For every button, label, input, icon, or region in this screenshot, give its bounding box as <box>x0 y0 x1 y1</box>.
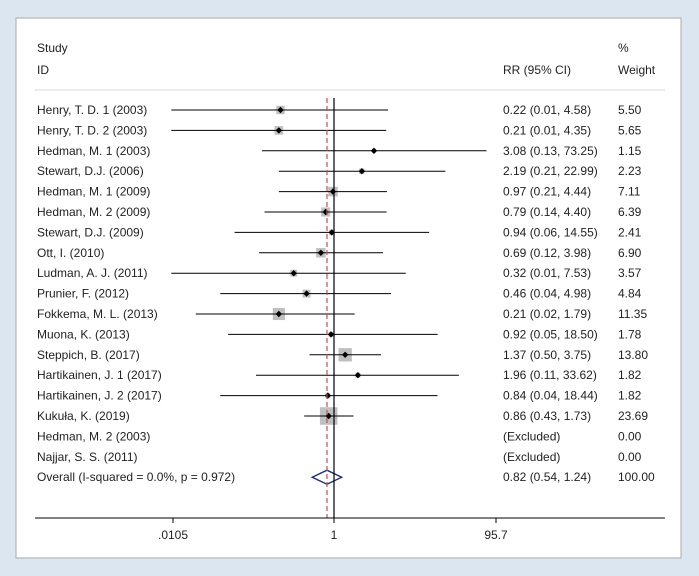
point-estimate-marker <box>327 331 335 338</box>
study-label: Kukuła, K. (2019) <box>37 409 130 423</box>
study-weight-text: 2.23 <box>618 164 642 178</box>
study-label: Ludman, A. J. (2011) <box>37 266 148 280</box>
study-weight-text: 5.65 <box>618 123 642 137</box>
point-estimate-marker <box>277 106 284 114</box>
point-estimate-marker <box>303 290 310 297</box>
header-study: Study <box>37 41 68 55</box>
study-ci-text: 0.79 (0.14, 4.40) <box>503 205 591 219</box>
study-weight-text: 6.90 <box>618 246 642 260</box>
study-ci-text: 0.92 (0.05, 18.50) <box>503 327 598 341</box>
study-weight-text: 3.57 <box>618 266 642 280</box>
study-label: Hedman, M. 1 (2009) <box>37 185 150 199</box>
study-weight-text: 0.00 <box>618 429 642 443</box>
point-estimate-marker <box>317 249 325 256</box>
header-ci: RR (95% CI) <box>503 63 571 77</box>
x-tick-label: .0105 <box>158 528 188 542</box>
point-estimate-marker <box>275 310 283 318</box>
study-weight-text: 11.35 <box>618 307 647 321</box>
study-ci-text: (Excluded) <box>503 450 560 464</box>
study-weight-text: 7.11 <box>618 185 641 199</box>
study-ci-text: (Excluded) <box>503 429 560 443</box>
overall-weight-text: 100.00 <box>618 470 655 484</box>
study-label: Fokkema, M. L. (2013) <box>37 307 158 321</box>
study-label: Hedman, M. 1 (2003) <box>37 144 150 158</box>
study-label: Najjar, S. S. (2011) <box>37 450 138 464</box>
point-estimate-marker <box>341 351 349 358</box>
study-ci-text: 1.96 (0.11, 33.62) <box>503 368 597 382</box>
study-label: Ott, I. (2010) <box>37 246 104 260</box>
x-axis: .0105 1 95.7 <box>35 98 665 542</box>
point-estimate-marker <box>358 168 366 175</box>
point-estimate-marker <box>290 270 297 277</box>
study-label: Stewart, D.J. (2009) <box>37 225 144 239</box>
study-weight-text: 1.82 <box>618 368 642 382</box>
study-weight-text: 13.80 <box>618 348 648 362</box>
study-weight-text: 1.82 <box>618 389 642 403</box>
study-label: Steppich, B. (2017) <box>37 348 140 362</box>
header-weight: Weight <box>618 63 656 77</box>
study-ci-text: 0.94 (0.06, 14.55) <box>503 225 598 239</box>
study-ci-text: 0.86 (0.43, 1.73) <box>503 409 591 423</box>
study-label: Hedman, M. 2 (2009) <box>37 205 150 219</box>
study-label: Stewart, D.J. (2006) <box>37 164 144 178</box>
study-weight-text: 4.84 <box>618 287 642 301</box>
point-estimate-marker <box>275 127 283 134</box>
study-weight-text: 2.41 <box>618 225 642 239</box>
point-estimate-marker <box>354 372 362 379</box>
plot-panel <box>15 17 682 559</box>
study-weight-text: 1.15 <box>618 144 642 158</box>
study-ci-text: 0.69 (0.12, 3.98) <box>503 246 591 260</box>
x-tick-label: 95.7 <box>484 528 508 542</box>
study-ci-text: 0.21 (0.02, 1.79) <box>503 307 591 321</box>
overall-label: Overall (I-squared = 0.0%, p = 0.972) <box>37 470 235 484</box>
study-ci-text: 2.19 (0.21, 22.99) <box>503 164 598 178</box>
point-estimate-marker <box>324 392 332 399</box>
overall-ci-text: 0.82 (0.54, 1.24) <box>503 470 591 484</box>
study-weight-text: 23.69 <box>618 409 648 423</box>
header-percent: % <box>618 41 629 55</box>
study-label: Henry, T. D. 1 (2003) <box>37 103 147 117</box>
study-ci-text: 0.46 (0.04, 4.98) <box>503 287 591 301</box>
study-label: Prunier, F. (2012) <box>37 287 129 301</box>
study-label: Muona, K. (2013) <box>37 327 130 341</box>
study-ci-text: 0.84 (0.04, 18.44) <box>503 389 598 403</box>
x-tick-label: 1 <box>331 528 338 542</box>
study-ci-text: 0.22 (0.01, 4.58) <box>503 103 591 117</box>
study-label: Hartikainen, J. 2 (2017) <box>37 389 162 403</box>
study-weight-text: 1.78 <box>618 327 642 341</box>
study-weight-text: 6.39 <box>618 205 642 219</box>
study-ci-text: 3.08 (0.13, 73.25) <box>503 144 598 158</box>
study-ci-text: 0.97 (0.21, 4.44) <box>503 185 591 199</box>
study-label: Hartikainen, J. 1 (2017) <box>37 368 162 382</box>
header-id: ID <box>37 63 49 77</box>
study-rows: Henry, T. D. 1 (2003) 0.22 (0.01, 4.58) 5.… <box>37 103 655 485</box>
study-weight-text: 5.50 <box>618 103 642 117</box>
point-estimate-marker <box>370 147 378 154</box>
study-ci-text: 0.21 (0.01, 4.35) <box>503 123 591 137</box>
study-ci-text: 1.37 (0.50, 3.75) <box>503 348 591 362</box>
study-label: Henry, T. D. 2 (2003) <box>37 123 147 137</box>
study-label: Hedman, M. 2 (2003) <box>37 429 150 443</box>
study-weight-text: 0.00 <box>618 450 642 464</box>
study-ci-text: 0.32 (0.01, 7.53) <box>503 266 591 280</box>
